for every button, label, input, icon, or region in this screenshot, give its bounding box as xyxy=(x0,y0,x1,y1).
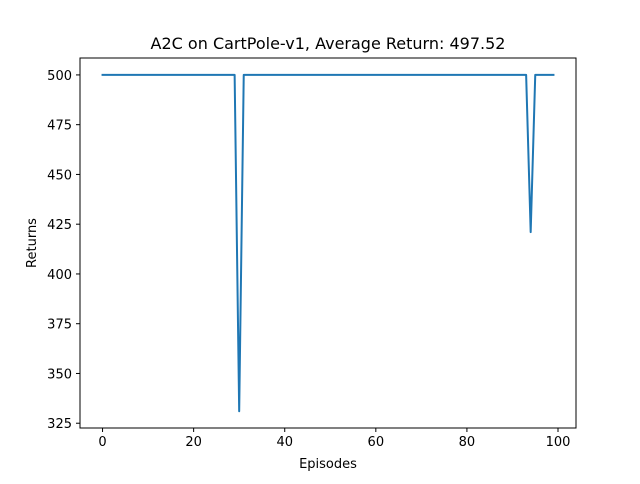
x-tick-label: 0 xyxy=(98,435,106,450)
x-axis-label: Episodes xyxy=(299,457,357,472)
x-tick-label: 60 xyxy=(368,435,385,450)
x-tick-label: 100 xyxy=(546,435,571,450)
x-tick-label: 80 xyxy=(459,435,476,450)
y-tick-label: 425 xyxy=(47,218,72,233)
y-tick-label: 450 xyxy=(47,168,72,183)
y-axis-ticks: 325 350 375 400 425 450 475 500 xyxy=(47,69,80,432)
y-tick-label: 475 xyxy=(47,119,72,134)
chart-title: A2C on CartPole-v1, Average Return: 497.… xyxy=(151,34,506,53)
y-axis-label: Returns xyxy=(25,218,40,268)
series-line-0 xyxy=(101,73,555,413)
x-axis-ticks: 0 20 40 60 80 100 xyxy=(98,428,570,450)
y-tick-label: 325 xyxy=(47,417,72,432)
y-tick-label: 400 xyxy=(47,268,72,283)
x-tick-label: 20 xyxy=(185,435,202,450)
y-tick-label: 375 xyxy=(47,318,72,333)
axes-frame xyxy=(79,57,577,429)
plot-lines xyxy=(101,73,555,413)
x-tick-label: 40 xyxy=(276,435,293,450)
y-tick-label: 500 xyxy=(47,69,72,84)
y-tick-label: 350 xyxy=(47,367,72,382)
